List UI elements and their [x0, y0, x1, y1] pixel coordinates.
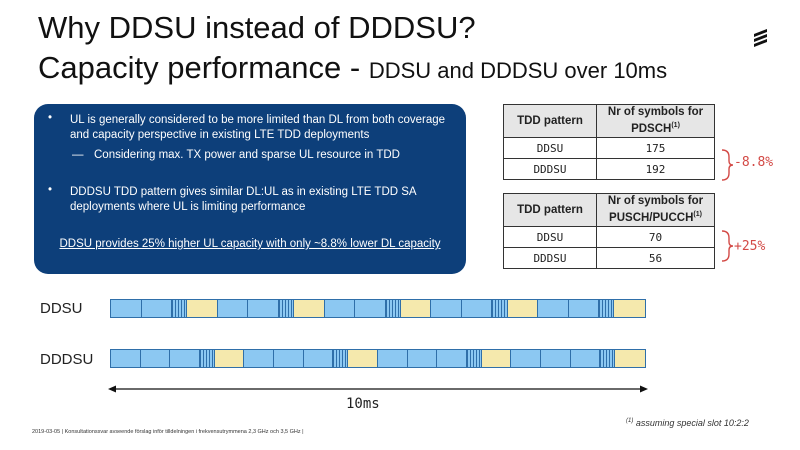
downlink-slot: [217, 300, 249, 317]
downlink-slot: [541, 350, 571, 367]
downlink-slot: [355, 300, 386, 317]
downlink-slot: [570, 350, 601, 367]
slide-subtitle: Capacity performance - DDSU and DDDSU ov…: [38, 50, 667, 86]
downlink-slot: [170, 350, 200, 367]
downlink-slot: [461, 300, 493, 317]
span-label: 10ms: [346, 396, 380, 412]
pdsch-table: TDD pattern Nr of symbols for PDSCH(1) DD…: [503, 104, 715, 180]
downlink-slot: [111, 350, 141, 367]
pusch-delta: +25%: [734, 239, 766, 254]
table-cell-pattern: DDSU: [503, 226, 597, 248]
special-slot: [466, 350, 482, 367]
uplink-slot: [187, 300, 218, 317]
bullet-marker: •: [48, 112, 53, 124]
downlink-slot: [303, 350, 334, 367]
special-slot: [199, 350, 215, 367]
uplink-slot: [294, 300, 325, 317]
dddsu-slot-bar: [110, 349, 646, 368]
special-slot: [385, 300, 401, 317]
downlink-slot: [568, 300, 599, 317]
bullet-dddsu-pattern: DDDSU TDD pattern gives similar DL:UL as…: [70, 186, 416, 213]
footer-text: 2019-03-05 | Konsultationssvar avseende …: [32, 429, 304, 435]
downlink-slot: [274, 350, 304, 367]
dddsu-label: DDDSU: [40, 351, 94, 368]
downlink-slot: [111, 300, 142, 317]
table-cell-pattern: DDSU: [503, 137, 597, 159]
downlink-slot: [140, 350, 171, 367]
table-cell-value: 70: [596, 226, 715, 248]
uplink-slot: [348, 350, 378, 367]
footnote: (1) assuming special slot 10:2:2: [626, 418, 749, 428]
conclusion-text: DDSU provides 25% higher UL capacity wit…: [59, 238, 441, 250]
subtitle-main: Capacity performance -: [38, 50, 369, 85]
downlink-slot: [437, 350, 467, 367]
special-slot: [333, 350, 349, 367]
double-arrow-icon: [108, 385, 648, 393]
table-row: DDDSU 56: [503, 247, 715, 269]
downlink-slot: [244, 350, 275, 367]
summary-box: • UL is generally considered to be more …: [34, 104, 466, 274]
bullet-ul-limited: UL is generally considered to be more li…: [70, 114, 446, 141]
uplink-slot: [214, 350, 245, 367]
ddsu-slot-bar: [110, 299, 646, 318]
downlink-slot: [248, 300, 279, 317]
table-header-pattern: TDD pattern: [503, 193, 597, 227]
table-cell-pattern: DDDSU: [503, 158, 597, 180]
bullet-marker: •: [48, 184, 53, 196]
downlink-slot: [407, 350, 438, 367]
uplink-slot: [615, 350, 645, 367]
table-header-symbols: Nr of symbols for PDSCH(1): [596, 104, 715, 138]
ddsu-label: DDSU: [40, 300, 83, 317]
sub-bullet-marker: —: [72, 149, 84, 161]
table-row: DDSU 175: [503, 137, 715, 159]
curly-brace-icon: [721, 230, 734, 262]
downlink-slot: [538, 300, 569, 317]
table-cell-pattern: DDDSU: [503, 247, 597, 269]
uplink-slot: [481, 350, 512, 367]
table-header-symbols: Nr of symbols for PUSCH/PUCCH(1): [596, 193, 715, 227]
table-row: DDSU 70: [503, 226, 715, 248]
special-slot: [278, 300, 294, 317]
uplink-slot: [400, 300, 432, 317]
downlink-slot: [431, 300, 462, 317]
subtitle-sub: DDSU and DDDSU over 10ms: [368, 58, 668, 83]
table-cell-value: 192: [596, 158, 715, 180]
downlink-slot: [377, 350, 408, 367]
downlink-slot: [324, 300, 355, 317]
special-slot: [492, 300, 508, 317]
special-slot: [172, 300, 188, 317]
table-header-pattern: TDD pattern: [503, 104, 597, 138]
uplink-slot: [614, 300, 645, 317]
pusch-table: TDD pattern Nr of symbols for PUSCH/PUCCH…: [503, 193, 715, 269]
table-cell-value: 175: [596, 137, 715, 159]
table-cell-value: 56: [596, 247, 715, 269]
uplink-slot: [507, 300, 538, 317]
downlink-slot: [511, 350, 542, 367]
ericsson-logo-icon: [754, 29, 767, 47]
special-slot: [600, 350, 616, 367]
curly-brace-icon: [721, 149, 734, 181]
pdsch-delta: -8.8%: [734, 155, 774, 170]
sub-bullet-tx-power: Considering max. TX power and sparse UL …: [94, 149, 400, 161]
special-slot: [599, 300, 615, 317]
slide-title: Why DDSU instead of DDDSU?: [38, 10, 476, 45]
downlink-slot: [141, 300, 172, 317]
table-row: DDDSU 192: [503, 158, 715, 180]
